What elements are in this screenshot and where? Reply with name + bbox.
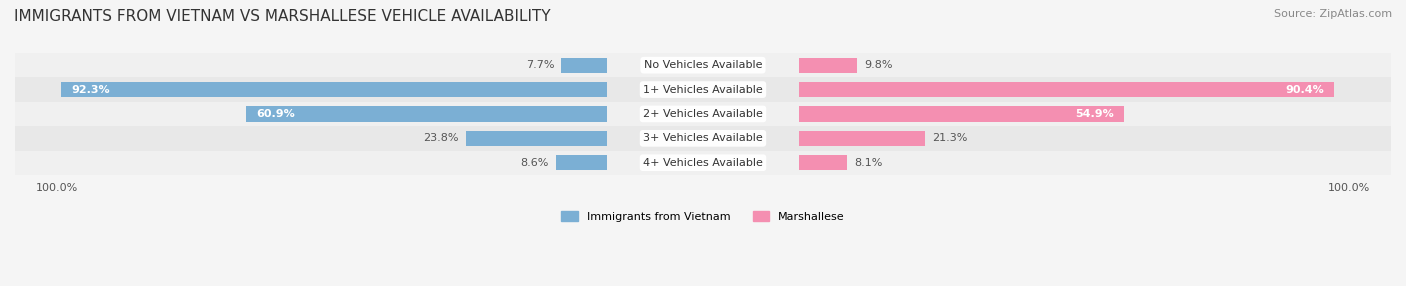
Text: 7.7%: 7.7% xyxy=(526,60,554,70)
Bar xyxy=(800,131,925,146)
Text: 8.1%: 8.1% xyxy=(853,158,883,168)
Bar xyxy=(465,131,606,146)
Text: Source: ZipAtlas.com: Source: ZipAtlas.com xyxy=(1274,9,1392,19)
Text: 60.9%: 60.9% xyxy=(257,109,295,119)
Text: IMMIGRANTS FROM VIETNAM VS MARSHALLESE VEHICLE AVAILABILITY: IMMIGRANTS FROM VIETNAM VS MARSHALLESE V… xyxy=(14,9,551,23)
Text: 21.3%: 21.3% xyxy=(932,133,967,143)
Text: No Vehicles Available: No Vehicles Available xyxy=(644,60,762,70)
Bar xyxy=(800,106,1125,122)
Bar xyxy=(15,53,1391,78)
Bar xyxy=(555,155,606,170)
Bar xyxy=(15,78,1391,102)
Bar xyxy=(800,82,1334,97)
Text: 8.6%: 8.6% xyxy=(520,158,548,168)
Text: 1+ Vehicles Available: 1+ Vehicles Available xyxy=(643,85,763,95)
Bar xyxy=(15,150,1391,175)
Text: 2+ Vehicles Available: 2+ Vehicles Available xyxy=(643,109,763,119)
Bar xyxy=(15,102,1391,126)
Text: 100.0%: 100.0% xyxy=(35,183,77,193)
Legend: Immigrants from Vietnam, Marshallese: Immigrants from Vietnam, Marshallese xyxy=(561,211,845,222)
Bar xyxy=(561,57,606,73)
Bar xyxy=(800,57,858,73)
Text: 4+ Vehicles Available: 4+ Vehicles Available xyxy=(643,158,763,168)
Text: 3+ Vehicles Available: 3+ Vehicles Available xyxy=(643,133,763,143)
Text: 9.8%: 9.8% xyxy=(865,60,893,70)
Bar xyxy=(15,126,1391,150)
Bar xyxy=(246,106,606,122)
Bar xyxy=(60,82,606,97)
Text: 90.4%: 90.4% xyxy=(1285,85,1324,95)
Text: 100.0%: 100.0% xyxy=(1329,183,1371,193)
Bar xyxy=(800,155,848,170)
Text: 23.8%: 23.8% xyxy=(423,133,458,143)
Text: 54.9%: 54.9% xyxy=(1076,109,1114,119)
Text: 92.3%: 92.3% xyxy=(70,85,110,95)
